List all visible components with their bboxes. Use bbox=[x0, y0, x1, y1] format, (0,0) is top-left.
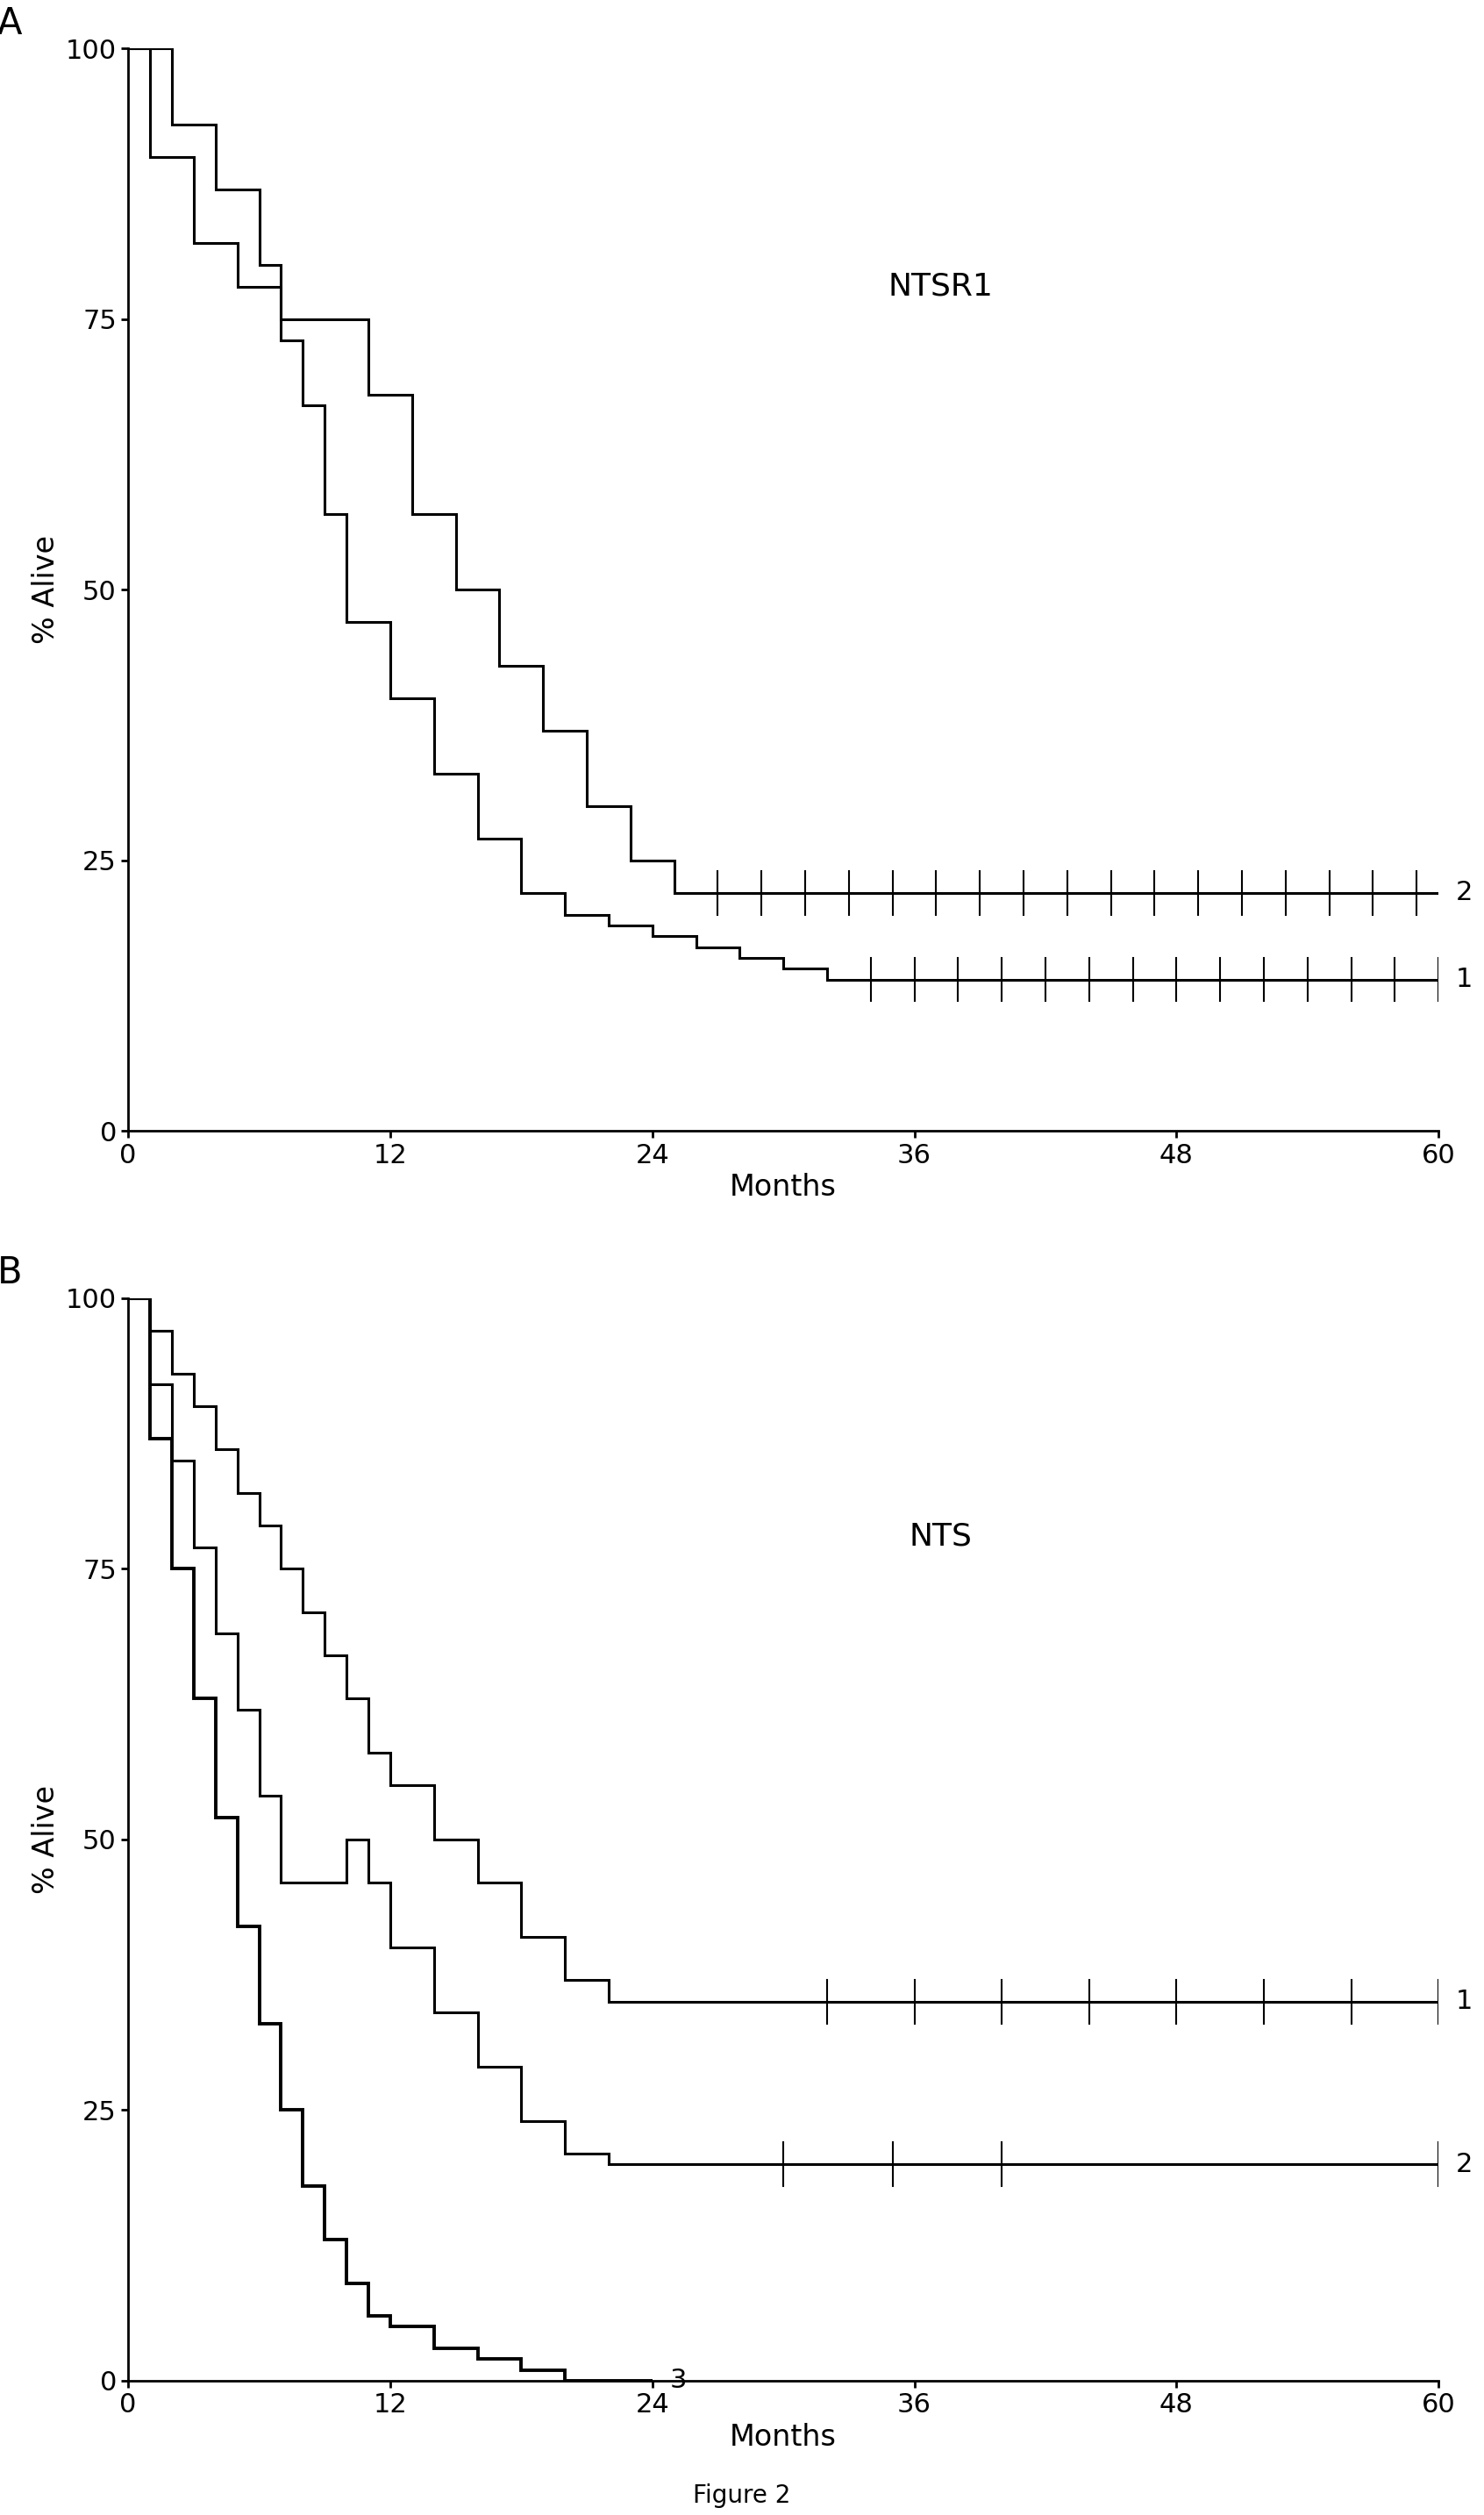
Text: NTSR1: NTSR1 bbox=[887, 272, 993, 302]
Y-axis label: % Alive: % Alive bbox=[31, 536, 61, 644]
Text: 3: 3 bbox=[669, 2369, 687, 2394]
Y-axis label: % Alive: % Alive bbox=[31, 1786, 61, 1894]
Text: 2: 2 bbox=[1456, 2150, 1474, 2178]
Text: B: B bbox=[0, 1255, 22, 1293]
Text: A: A bbox=[0, 5, 22, 43]
X-axis label: Months: Months bbox=[730, 1172, 837, 1202]
Text: NTS: NTS bbox=[910, 1522, 972, 1552]
X-axis label: Months: Months bbox=[730, 2422, 837, 2452]
Text: Figure 2: Figure 2 bbox=[693, 2482, 791, 2507]
Text: 1: 1 bbox=[1456, 1989, 1474, 2015]
Text: 1: 1 bbox=[1456, 966, 1474, 993]
Text: 2: 2 bbox=[1456, 880, 1474, 905]
